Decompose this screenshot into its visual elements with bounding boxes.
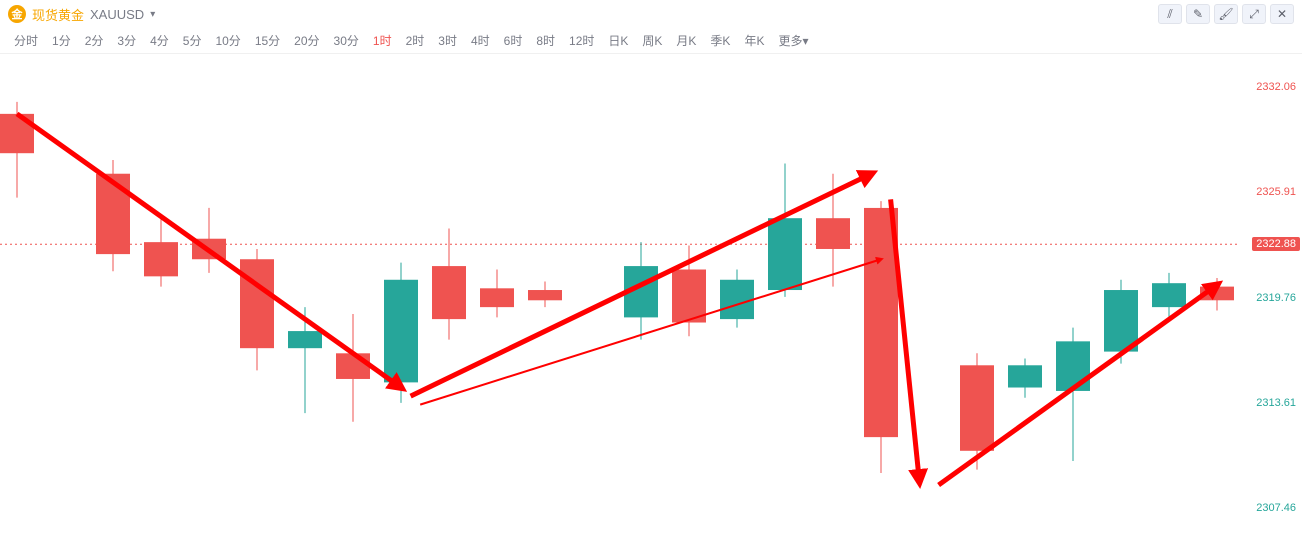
timeframe-6时[interactable]: 6时 bbox=[498, 30, 529, 51]
timeframe-30分[interactable]: 30分 bbox=[328, 30, 365, 51]
symbol-info[interactable]: 金 现货黄金 XAUUSD ▾ bbox=[8, 5, 155, 24]
symbol-code-label: XAUUSD bbox=[90, 7, 144, 22]
edit-icon[interactable]: ✎ bbox=[1186, 4, 1210, 24]
timeframe-bar: 分时1分2分3分4分5分10分15分20分30分1时2时3时4时6时8时12时日… bbox=[0, 28, 1302, 54]
timeframe-分时[interactable]: 分时 bbox=[8, 30, 44, 51]
timeframe-3分[interactable]: 3分 bbox=[111, 30, 142, 51]
y-axis-label: 2319.76 bbox=[1256, 292, 1296, 304]
timeframe-1时[interactable]: 1时 bbox=[367, 30, 398, 51]
brush-icon[interactable]: 🖌 bbox=[1214, 4, 1238, 24]
timeframe-1分[interactable]: 1分 bbox=[46, 30, 77, 51]
y-axis-label: 2332.06 bbox=[1256, 81, 1296, 93]
timeframe-更多[interactable]: 更多▾ bbox=[772, 30, 814, 51]
timeframe-4时[interactable]: 4时 bbox=[465, 30, 496, 51]
chart-area[interactable]: 2332.06 2325.91 2319.76 2313.61 2307.46 2322.… bbox=[0, 54, 1302, 550]
indicator-icon[interactable]: ⫽ bbox=[1158, 4, 1182, 24]
timeframe-10分[interactable]: 10分 bbox=[209, 30, 246, 51]
current-price-badge: 2322.88 bbox=[1252, 237, 1300, 251]
symbol-icon: 金 bbox=[8, 5, 26, 23]
symbol-name-label: 现货黄金 bbox=[32, 5, 84, 24]
timeframe-12时[interactable]: 12时 bbox=[563, 30, 600, 51]
expand-icon[interactable]: ⤢ bbox=[1242, 4, 1266, 24]
timeframe-周K[interactable]: 周K bbox=[636, 30, 668, 51]
y-axis: 2332.06 2325.91 2319.76 2313.61 2307.46 2322.… bbox=[1242, 54, 1302, 550]
chart-header: 金 现货黄金 XAUUSD ▾ ⫽✎🖌⤢✕ bbox=[0, 0, 1302, 28]
timeframe-2分[interactable]: 2分 bbox=[79, 30, 110, 51]
timeframe-20分[interactable]: 20分 bbox=[288, 30, 325, 51]
toolbar: ⫽✎🖌⤢✕ bbox=[1158, 4, 1294, 24]
timeframe-年K[interactable]: 年K bbox=[738, 30, 770, 51]
candlestick-chart[interactable] bbox=[0, 54, 1302, 550]
timeframe-日K[interactable]: 日K bbox=[602, 30, 634, 51]
y-axis-label: 2325.91 bbox=[1256, 186, 1296, 198]
chevron-down-icon[interactable]: ▾ bbox=[150, 9, 155, 20]
timeframe-季K[interactable]: 季K bbox=[704, 30, 736, 51]
timeframe-4分[interactable]: 4分 bbox=[144, 30, 175, 51]
timeframe-2时[interactable]: 2时 bbox=[400, 30, 431, 51]
y-axis-label: 2307.46 bbox=[1256, 502, 1296, 514]
timeframe-5分[interactable]: 5分 bbox=[177, 30, 208, 51]
timeframe-15分[interactable]: 15分 bbox=[249, 30, 286, 51]
timeframe-8时[interactable]: 8时 bbox=[530, 30, 561, 51]
timeframe-月K[interactable]: 月K bbox=[670, 30, 702, 51]
close-icon[interactable]: ✕ bbox=[1270, 4, 1294, 24]
timeframe-3时[interactable]: 3时 bbox=[432, 30, 463, 51]
y-axis-label: 2313.61 bbox=[1256, 397, 1296, 409]
